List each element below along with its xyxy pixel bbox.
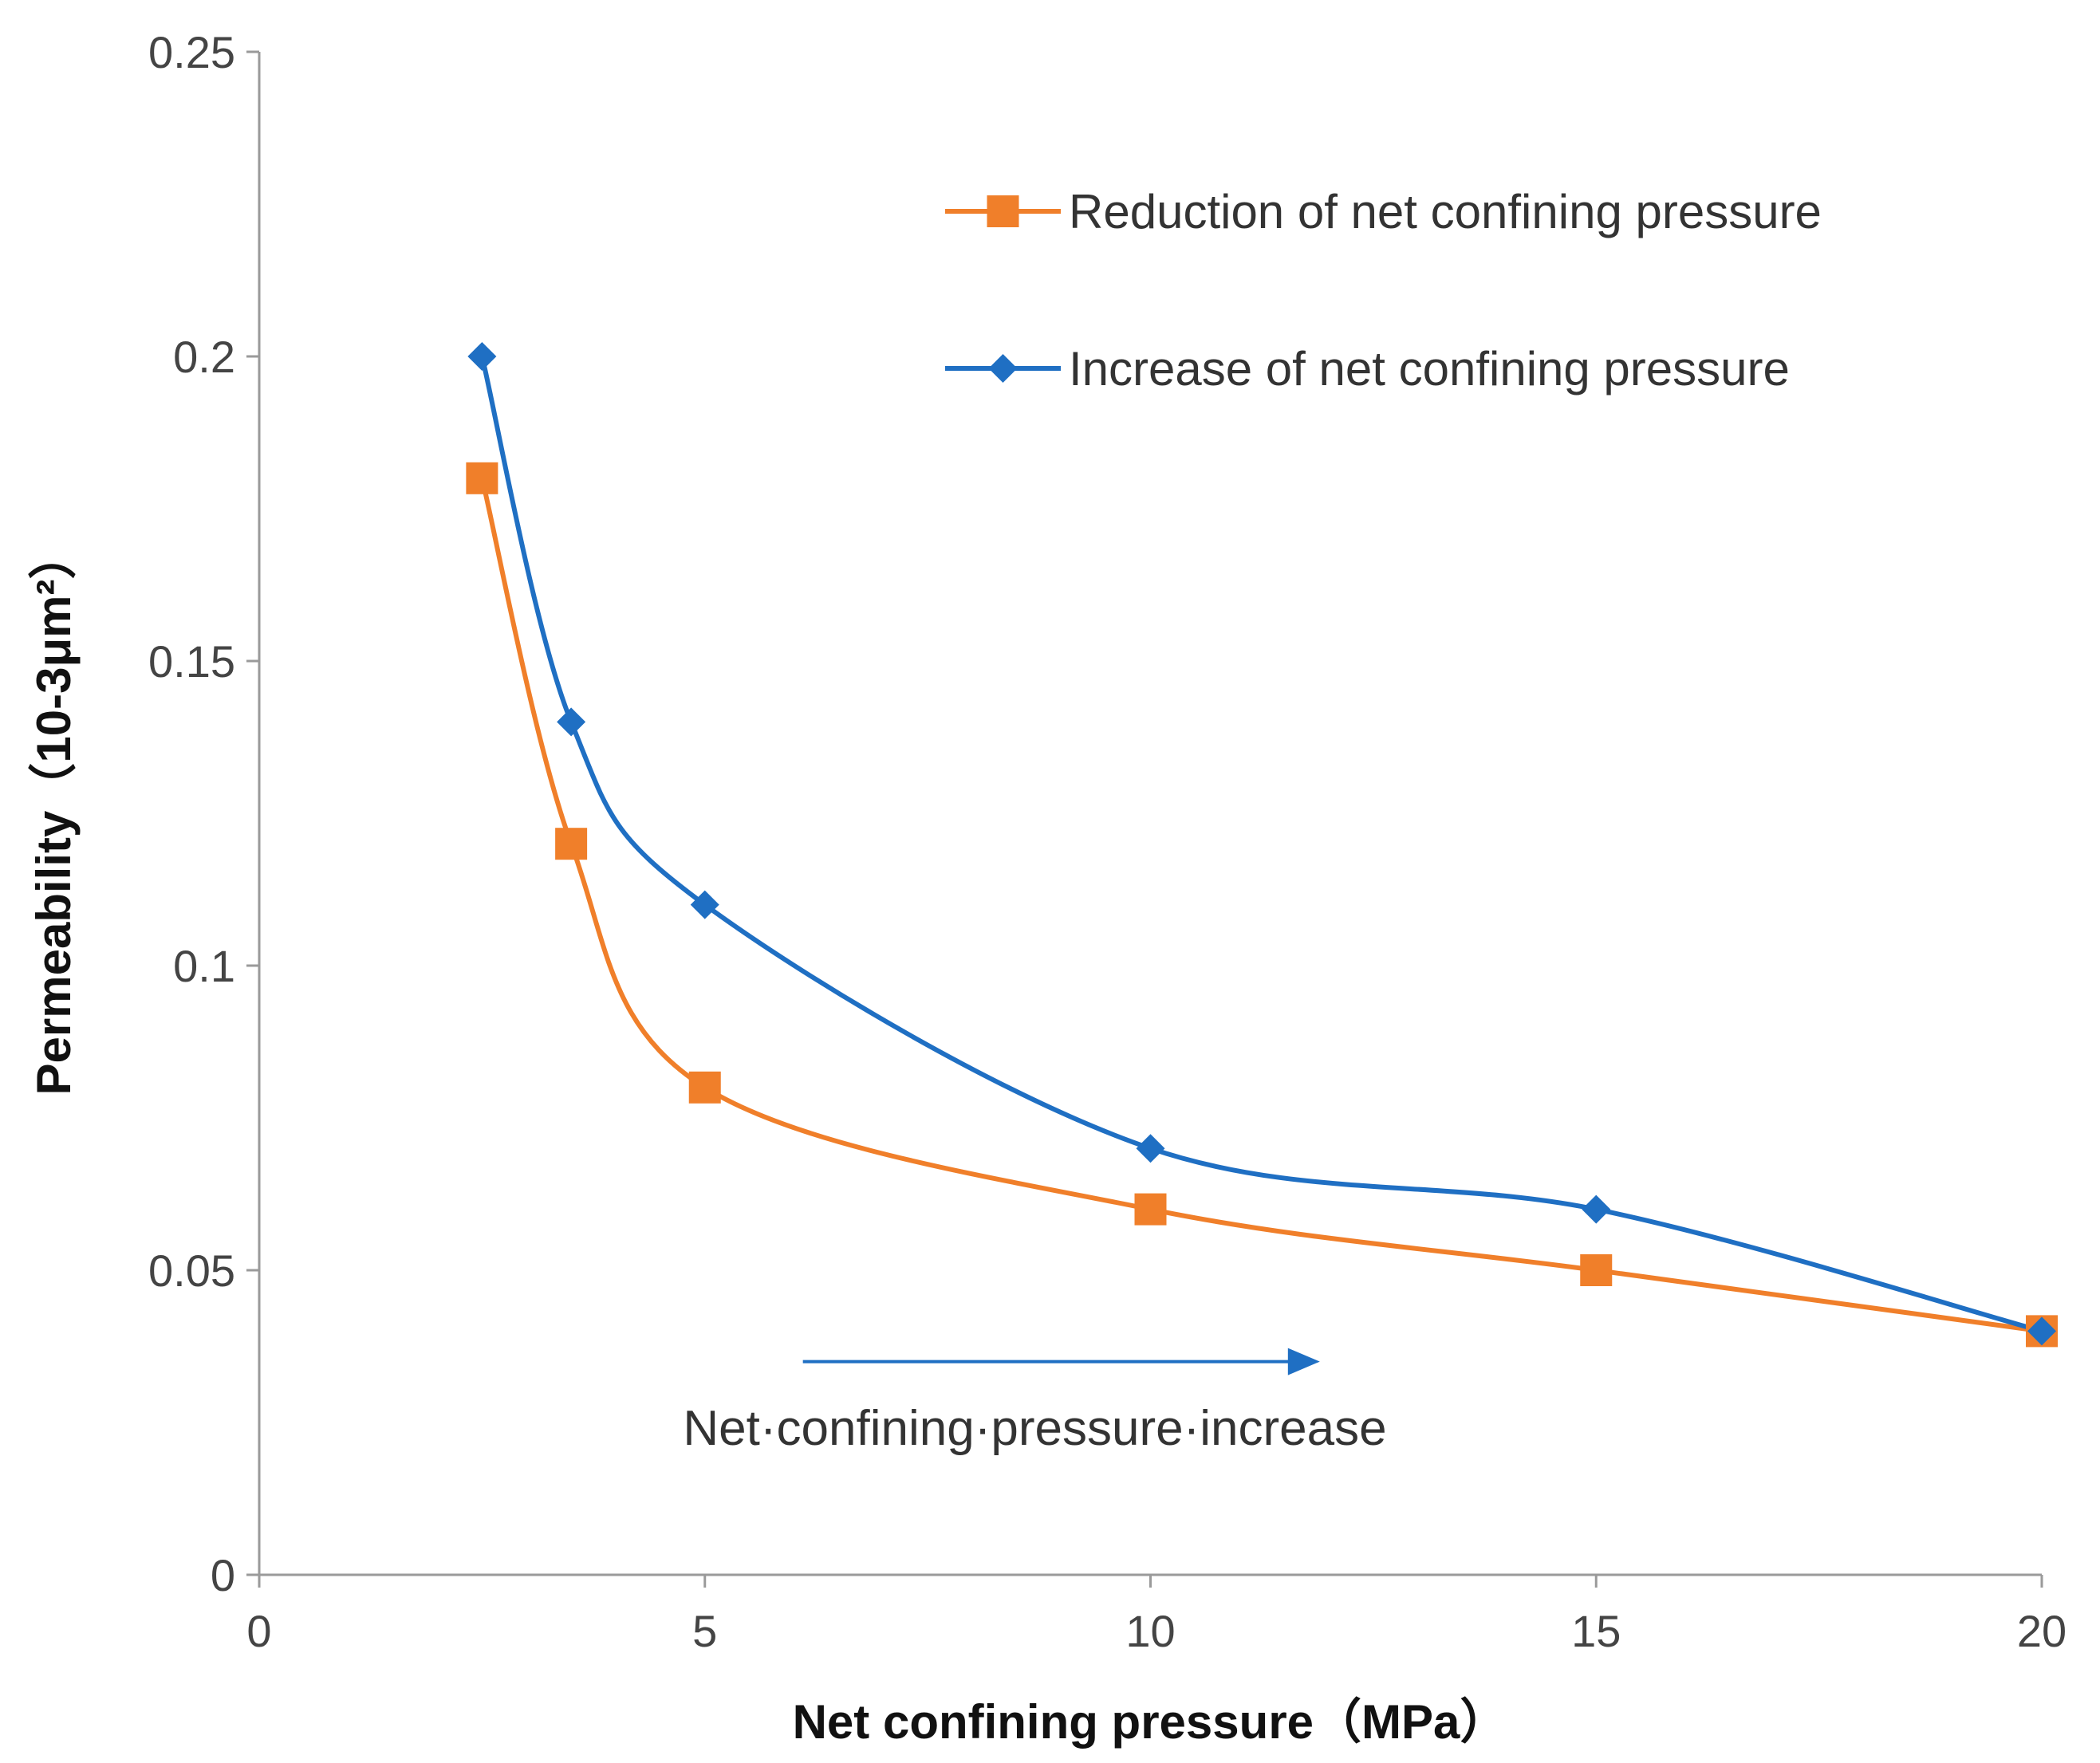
- x-tick-label: 20: [2017, 1606, 2067, 1656]
- y-axis-title: Permeability（10-3μm²）: [27, 532, 81, 1096]
- series-layer: [466, 342, 2058, 1348]
- data-point-increase: [2027, 1316, 2056, 1346]
- legend-label-reduction: Reduction of net confining pressure: [1069, 185, 1822, 238]
- data-point-increase: [1136, 1134, 1165, 1163]
- annotation-text: Net·confining·pressure·increase: [683, 1401, 1386, 1456]
- legend: Reduction of net confining pressure Incr…: [945, 185, 1822, 395]
- data-point-increase: [557, 707, 586, 737]
- legend-label-increase: Increase of net confining pressure: [1069, 342, 1790, 395]
- data-point-increase: [690, 890, 719, 919]
- data-point-reduction: [555, 828, 588, 860]
- x-tick-label: 10: [1125, 1606, 1175, 1656]
- data-point-reduction: [1134, 1193, 1167, 1226]
- x-tick-label: 5: [692, 1606, 717, 1656]
- legend-marker-increase-diamond: [988, 354, 1018, 383]
- data-point-increase: [1582, 1194, 1611, 1224]
- y-tick-label: 0: [211, 1550, 235, 1600]
- arrow-right-icon: [1287, 1348, 1320, 1375]
- y-tick-label: 0.2: [173, 332, 235, 382]
- x-axis-ticks: 0 5 10 15 20: [246, 1575, 2067, 1656]
- y-tick-label: 0.15: [148, 636, 235, 687]
- y-tick-label: 0.25: [148, 27, 235, 77]
- data-point-reduction: [466, 462, 498, 494]
- y-tick-label: 0.1: [173, 941, 235, 991]
- series-line-increase: [479, 356, 2043, 1334]
- data-point-reduction: [688, 1071, 721, 1104]
- y-tick-label: 0.05: [148, 1246, 235, 1296]
- x-tick-label: 15: [1571, 1606, 1621, 1656]
- series-line-reduction: [479, 478, 2043, 1334]
- plot-axes: [258, 52, 2042, 1576]
- x-axis-title: Net confining pressure（MPa）: [793, 1695, 1508, 1749]
- annotation-layer: Net·confining·pressure·increase: [683, 1348, 1387, 1456]
- data-point-reduction: [1580, 1254, 1613, 1286]
- x-tick-label: 0: [246, 1606, 271, 1656]
- legend-marker-reduction-square: [987, 195, 1019, 227]
- data-point-increase: [467, 342, 497, 371]
- y-axis-ticks: 0 0.05 0.1 0.15 0.2 0.25: [148, 27, 259, 1600]
